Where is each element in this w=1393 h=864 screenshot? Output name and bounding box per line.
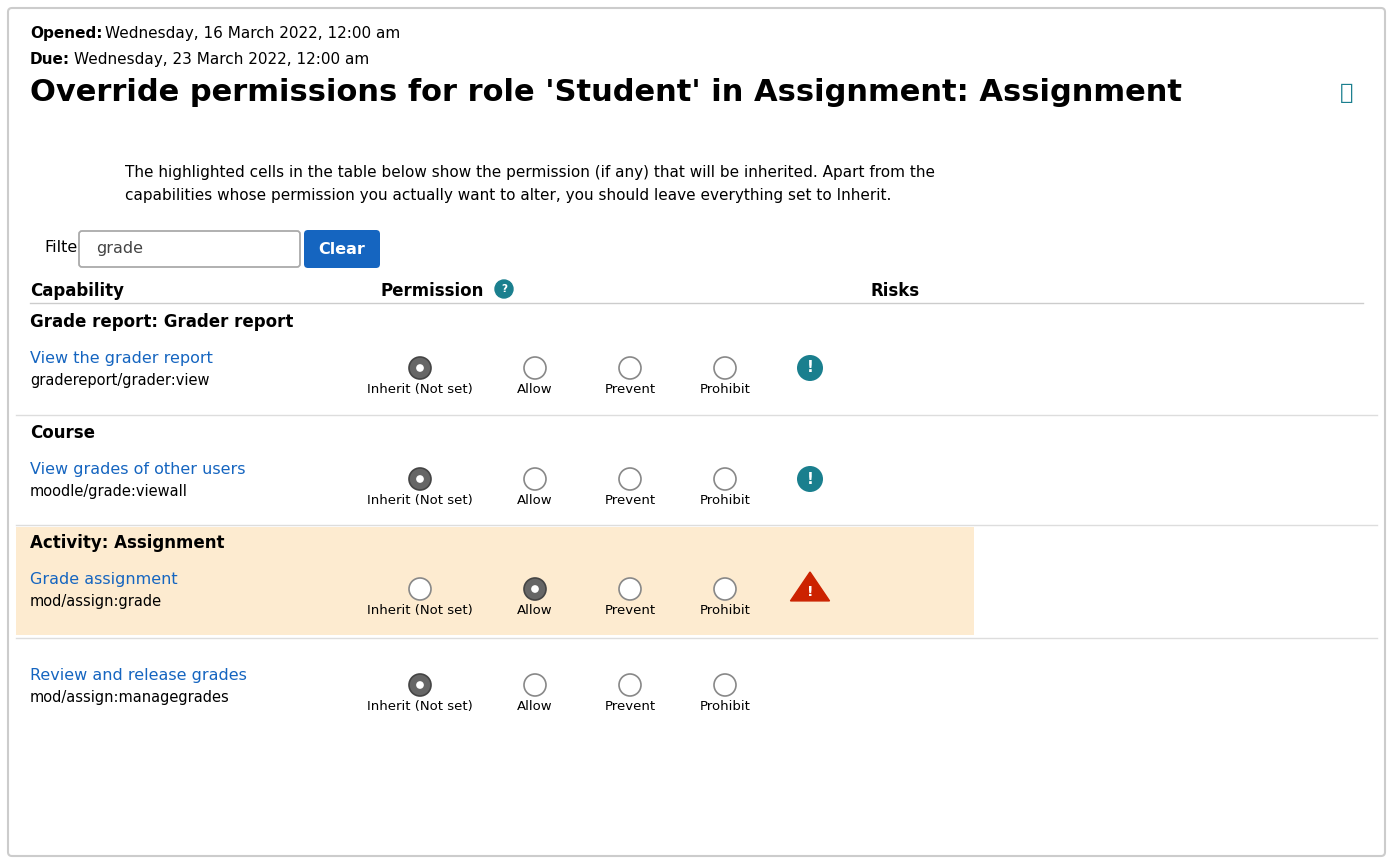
- Text: moodle/grade:viewall: moodle/grade:viewall: [31, 484, 188, 499]
- Text: mod/assign:grade: mod/assign:grade: [31, 594, 162, 609]
- Text: Review and release grades: Review and release grades: [31, 668, 247, 683]
- Text: View grades of other users: View grades of other users: [31, 462, 245, 477]
- Circle shape: [524, 357, 546, 379]
- Text: Clear: Clear: [319, 242, 365, 257]
- Text: Activity: Assignment: Activity: Assignment: [31, 534, 224, 552]
- Circle shape: [524, 468, 546, 490]
- Text: Allow: Allow: [517, 604, 553, 617]
- Text: Risks: Risks: [871, 282, 919, 300]
- Text: !: !: [807, 360, 814, 376]
- FancyBboxPatch shape: [8, 8, 1385, 856]
- FancyBboxPatch shape: [15, 527, 974, 635]
- Circle shape: [410, 468, 430, 490]
- Text: Prevent: Prevent: [605, 604, 656, 617]
- Text: Wednesday, 23 March 2022, 12:00 am: Wednesday, 23 March 2022, 12:00 am: [74, 52, 369, 67]
- Circle shape: [618, 468, 641, 490]
- Text: Override permissions for role 'Student' in Assignment: Assignment: Override permissions for role 'Student' …: [31, 78, 1183, 107]
- Circle shape: [618, 578, 641, 600]
- Text: Inherit (Not set): Inherit (Not set): [368, 494, 472, 507]
- Text: Prevent: Prevent: [605, 700, 656, 713]
- Text: gradereport/grader:view: gradereport/grader:view: [31, 373, 209, 388]
- Circle shape: [715, 674, 736, 696]
- Text: Opened:: Opened:: [31, 26, 103, 41]
- Circle shape: [417, 475, 423, 483]
- Text: Inherit (Not set): Inherit (Not set): [368, 700, 472, 713]
- Text: ?: ?: [501, 284, 507, 294]
- Circle shape: [618, 674, 641, 696]
- Circle shape: [410, 674, 430, 696]
- Circle shape: [715, 357, 736, 379]
- Circle shape: [531, 585, 539, 593]
- Text: !: !: [807, 585, 814, 599]
- Text: Prohibit: Prohibit: [699, 383, 751, 396]
- FancyBboxPatch shape: [304, 230, 380, 268]
- Text: Allow: Allow: [517, 494, 553, 507]
- Circle shape: [797, 355, 823, 381]
- Text: Filter: Filter: [45, 240, 84, 256]
- Circle shape: [524, 578, 546, 600]
- Circle shape: [410, 578, 430, 600]
- Circle shape: [618, 357, 641, 379]
- Text: Capability: Capability: [31, 282, 124, 300]
- Text: ⓘ: ⓘ: [1340, 83, 1354, 103]
- Text: Inherit (Not set): Inherit (Not set): [368, 383, 472, 396]
- Text: mod/assign:managegrades: mod/assign:managegrades: [31, 690, 230, 705]
- Circle shape: [715, 468, 736, 490]
- Text: Prohibit: Prohibit: [699, 494, 751, 507]
- Text: Inherit (Not set): Inherit (Not set): [368, 604, 472, 617]
- Text: Prohibit: Prohibit: [699, 604, 751, 617]
- Text: Allow: Allow: [517, 700, 553, 713]
- Text: Grade assignment: Grade assignment: [31, 572, 178, 587]
- Text: grade: grade: [96, 242, 143, 257]
- Text: Permission: Permission: [380, 282, 483, 300]
- Text: Wednesday, 16 March 2022, 12:00 am: Wednesday, 16 March 2022, 12:00 am: [104, 26, 400, 41]
- Polygon shape: [790, 572, 830, 600]
- Text: Allow: Allow: [517, 383, 553, 396]
- Circle shape: [797, 466, 823, 492]
- Text: Prohibit: Prohibit: [699, 700, 751, 713]
- Text: Due:: Due:: [31, 52, 70, 67]
- Text: !: !: [807, 472, 814, 486]
- Circle shape: [417, 681, 423, 689]
- Text: The highlighted cells in the table below show the permission (if any) that will : The highlighted cells in the table below…: [125, 165, 935, 180]
- Text: Prevent: Prevent: [605, 383, 656, 396]
- Circle shape: [715, 578, 736, 600]
- Text: View the grader report: View the grader report: [31, 351, 213, 366]
- Text: capabilities whose permission you actually want to alter, you should leave every: capabilities whose permission you actual…: [125, 188, 892, 203]
- Text: Grade report: Grader report: Grade report: Grader report: [31, 313, 294, 331]
- Circle shape: [417, 364, 423, 372]
- Circle shape: [410, 357, 430, 379]
- Text: Course: Course: [31, 424, 95, 442]
- Circle shape: [495, 280, 513, 298]
- Circle shape: [524, 674, 546, 696]
- Text: Prevent: Prevent: [605, 494, 656, 507]
- FancyBboxPatch shape: [79, 231, 299, 267]
